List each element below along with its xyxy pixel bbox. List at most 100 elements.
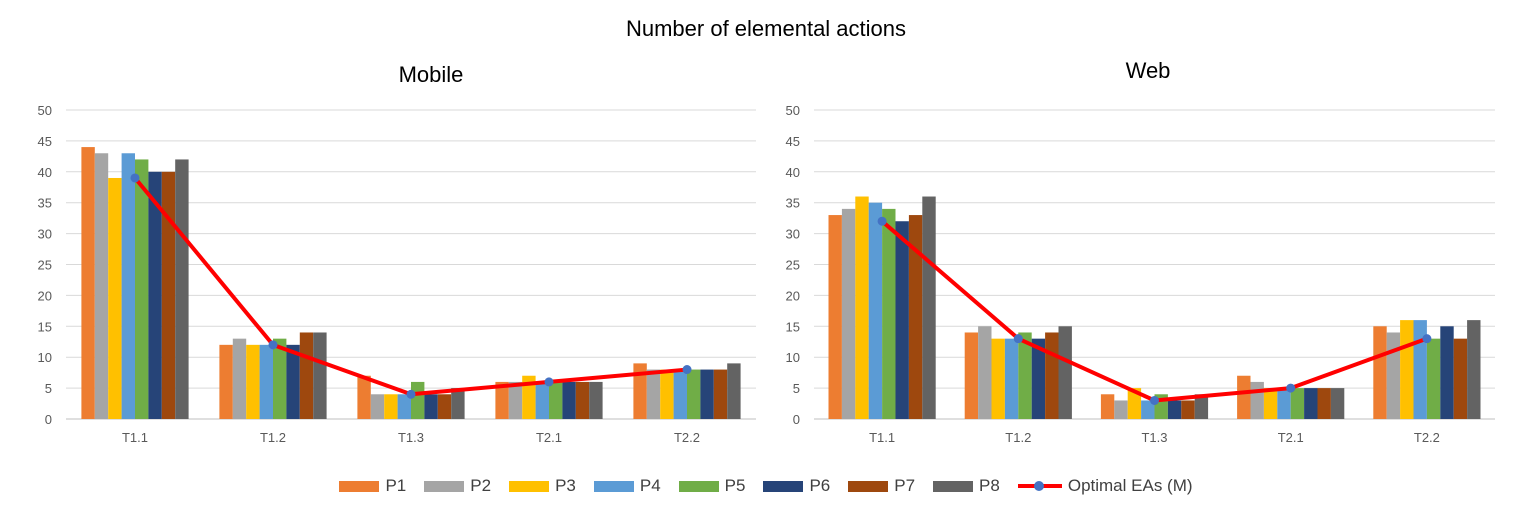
legend-label: P2 bbox=[470, 476, 492, 495]
legend-label: P7 bbox=[894, 476, 916, 495]
bar-p5 bbox=[1018, 332, 1032, 419]
y-tick-label: 15 bbox=[38, 319, 52, 334]
bar-p5 bbox=[1290, 388, 1305, 419]
legend-item: P3 bbox=[509, 476, 576, 496]
optimal-point bbox=[877, 216, 887, 226]
bar-p2 bbox=[841, 208, 856, 419]
legend-label: P8 bbox=[979, 476, 1000, 495]
bar-p4 bbox=[1277, 388, 1291, 419]
y-tick-label: 35 bbox=[786, 196, 800, 211]
bar-p2 bbox=[94, 153, 109, 419]
optimal-point bbox=[1150, 395, 1159, 405]
bar-p4 bbox=[1004, 338, 1019, 419]
y-tick-label: 30 bbox=[786, 227, 800, 242]
optimal-point bbox=[682, 365, 692, 375]
bar-p4 bbox=[535, 381, 549, 419]
bar-p2 bbox=[646, 369, 661, 419]
bar-p4 bbox=[397, 394, 411, 419]
bar-p1 bbox=[1237, 375, 1251, 419]
bar-p8 bbox=[451, 388, 465, 419]
bar-p8 bbox=[727, 363, 741, 419]
y-tick-label: 5 bbox=[45, 381, 52, 396]
bar-p5 bbox=[549, 381, 563, 419]
bar-p8 bbox=[922, 196, 936, 419]
bar-p7 bbox=[1045, 332, 1059, 419]
bar-p6 bbox=[1304, 388, 1318, 419]
legend-item: P1 bbox=[339, 476, 406, 496]
y-tick-label: 20 bbox=[38, 288, 52, 303]
legend-item: P2 bbox=[424, 476, 491, 496]
bar-p6 bbox=[286, 344, 300, 419]
bar-p8 bbox=[1058, 326, 1072, 419]
legend-item: P5 bbox=[678, 476, 745, 496]
bar-p3 bbox=[1400, 320, 1414, 419]
bar-p4 bbox=[259, 344, 273, 419]
y-tick-label: 10 bbox=[786, 350, 800, 365]
bar-p1 bbox=[633, 363, 647, 419]
legend-swatch bbox=[593, 480, 634, 492]
optimal-line bbox=[880, 219, 1428, 403]
legend-swatch bbox=[763, 480, 804, 492]
bar-p5 bbox=[411, 381, 425, 419]
y-tick-label: 25 bbox=[786, 258, 800, 273]
y-tick-label: 50 bbox=[38, 103, 52, 118]
x-tick-label: T2.2 bbox=[674, 430, 700, 445]
bar-p7 bbox=[908, 215, 923, 419]
y-tick-label: 15 bbox=[786, 319, 800, 334]
bar-p2 bbox=[508, 381, 523, 419]
bar-p6 bbox=[1031, 338, 1046, 419]
legend-item: P6 bbox=[763, 476, 830, 496]
y-tick-label: 45 bbox=[38, 134, 52, 149]
y-tick-label: 5 bbox=[793, 381, 800, 396]
y-tick-label: 40 bbox=[786, 165, 800, 180]
bar-p1 bbox=[495, 381, 509, 419]
bar-p1 bbox=[828, 215, 842, 419]
x-tick-label: T1.3 bbox=[1141, 430, 1167, 445]
x-tick-label: T1.2 bbox=[260, 430, 286, 445]
bar-p2 bbox=[1386, 332, 1401, 419]
bar-p4 bbox=[673, 369, 687, 419]
bar-p1 bbox=[1100, 394, 1115, 419]
bar-p3 bbox=[108, 177, 122, 419]
bar-p4 bbox=[868, 202, 883, 419]
bar-p8 bbox=[313, 332, 327, 419]
optimal-point bbox=[130, 173, 140, 183]
panel-title-1: Web bbox=[1126, 58, 1171, 83]
y-tick-label: 20 bbox=[786, 288, 800, 303]
legend-label: P1 bbox=[385, 476, 407, 495]
bar-p8 bbox=[1194, 394, 1209, 419]
bar-p4 bbox=[1141, 400, 1155, 419]
bar-p1 bbox=[219, 344, 233, 419]
bar-p7 bbox=[1181, 400, 1195, 419]
optimal-point bbox=[406, 389, 416, 399]
bar-p5 bbox=[1426, 338, 1441, 419]
bar-p3 bbox=[384, 394, 398, 419]
y-tick-label: 0 bbox=[793, 412, 800, 427]
bar-p7 bbox=[713, 369, 728, 419]
bar-p5 bbox=[135, 159, 149, 419]
x-tick-label: T2.1 bbox=[1278, 430, 1304, 445]
y-tick-label: 10 bbox=[38, 350, 52, 365]
legend-label: P6 bbox=[809, 476, 831, 495]
x-tick-label: T1.3 bbox=[398, 430, 424, 445]
bar-p2 bbox=[370, 394, 385, 419]
bar-p8 bbox=[1467, 320, 1481, 419]
bar-p7 bbox=[1317, 388, 1331, 419]
bar-p6 bbox=[895, 221, 909, 419]
optimal-point bbox=[1013, 334, 1023, 344]
y-tick-label: 35 bbox=[38, 196, 52, 211]
bar-p4 bbox=[121, 153, 135, 419]
bar-p7 bbox=[1453, 338, 1468, 419]
bar-p5 bbox=[882, 208, 896, 419]
bar-p8 bbox=[175, 159, 189, 419]
bar-p6 bbox=[562, 381, 576, 419]
bar-p6 bbox=[1440, 326, 1454, 419]
bar-p1 bbox=[1373, 326, 1387, 419]
y-tick-label: 0 bbox=[45, 412, 52, 427]
bar-p5 bbox=[273, 338, 287, 419]
bar-p6 bbox=[1167, 400, 1182, 419]
y-tick-label: 25 bbox=[38, 258, 52, 273]
bar-p7 bbox=[161, 171, 176, 419]
bar-p1 bbox=[357, 375, 371, 419]
